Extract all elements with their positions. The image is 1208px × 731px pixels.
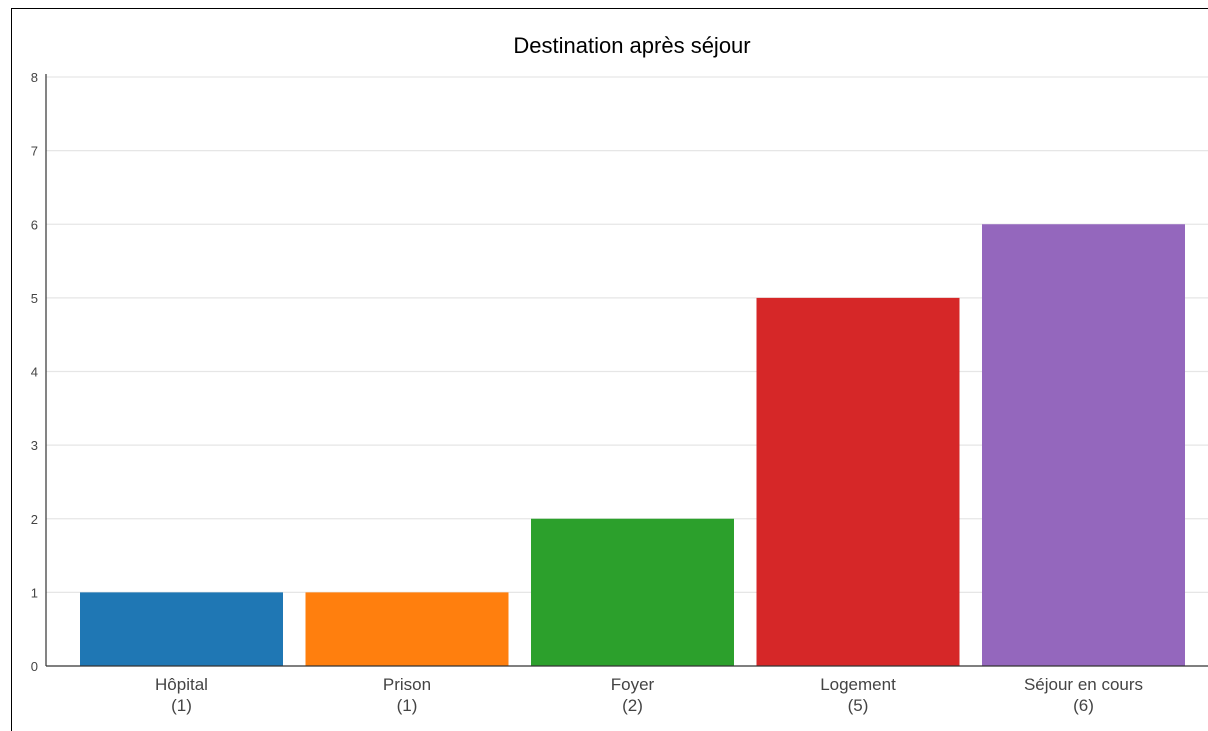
y-tick-label: 4	[31, 365, 38, 380]
y-tick-label: 5	[31, 291, 38, 306]
x-category-label: Logement	[820, 675, 896, 694]
bar-h-pital	[80, 592, 283, 666]
x-category-count: (6)	[1073, 696, 1094, 715]
chart-title: Destination après séjour	[513, 33, 750, 58]
y-tick-label: 8	[31, 70, 38, 85]
bar-logement	[756, 297, 960, 666]
bars	[80, 224, 1185, 666]
y-tick-label: 0	[31, 659, 38, 674]
x-axis-labels: Hôpital (1) Prison (1) Foyer (2) Logement (5) Sé…	[155, 675, 1143, 715]
y-tick-label: 1	[31, 585, 38, 600]
y-tick-label: 3	[31, 438, 38, 453]
x-category-label: Hôpital	[155, 675, 208, 694]
y-tick-label: 7	[31, 144, 38, 159]
y-tick-label: 2	[31, 512, 38, 527]
x-category-count: (1)	[397, 696, 418, 715]
x-category-count: (2)	[622, 696, 643, 715]
x-category-count: (5)	[848, 696, 869, 715]
x-category-label: Séjour en cours	[1024, 675, 1143, 694]
y-axis-ticks: 0 1 2 3 4 5 6 7 8	[31, 70, 38, 674]
x-category-label: Prison	[383, 675, 431, 694]
x-category-count: (1)	[171, 696, 192, 715]
bar-s-jour-en-cours	[982, 224, 1185, 666]
y-tick-label: 6	[31, 217, 38, 232]
x-category-label: Foyer	[611, 675, 655, 694]
bar-prison	[305, 592, 509, 666]
bar-foyer	[531, 518, 734, 666]
axes	[45, 74, 1208, 667]
